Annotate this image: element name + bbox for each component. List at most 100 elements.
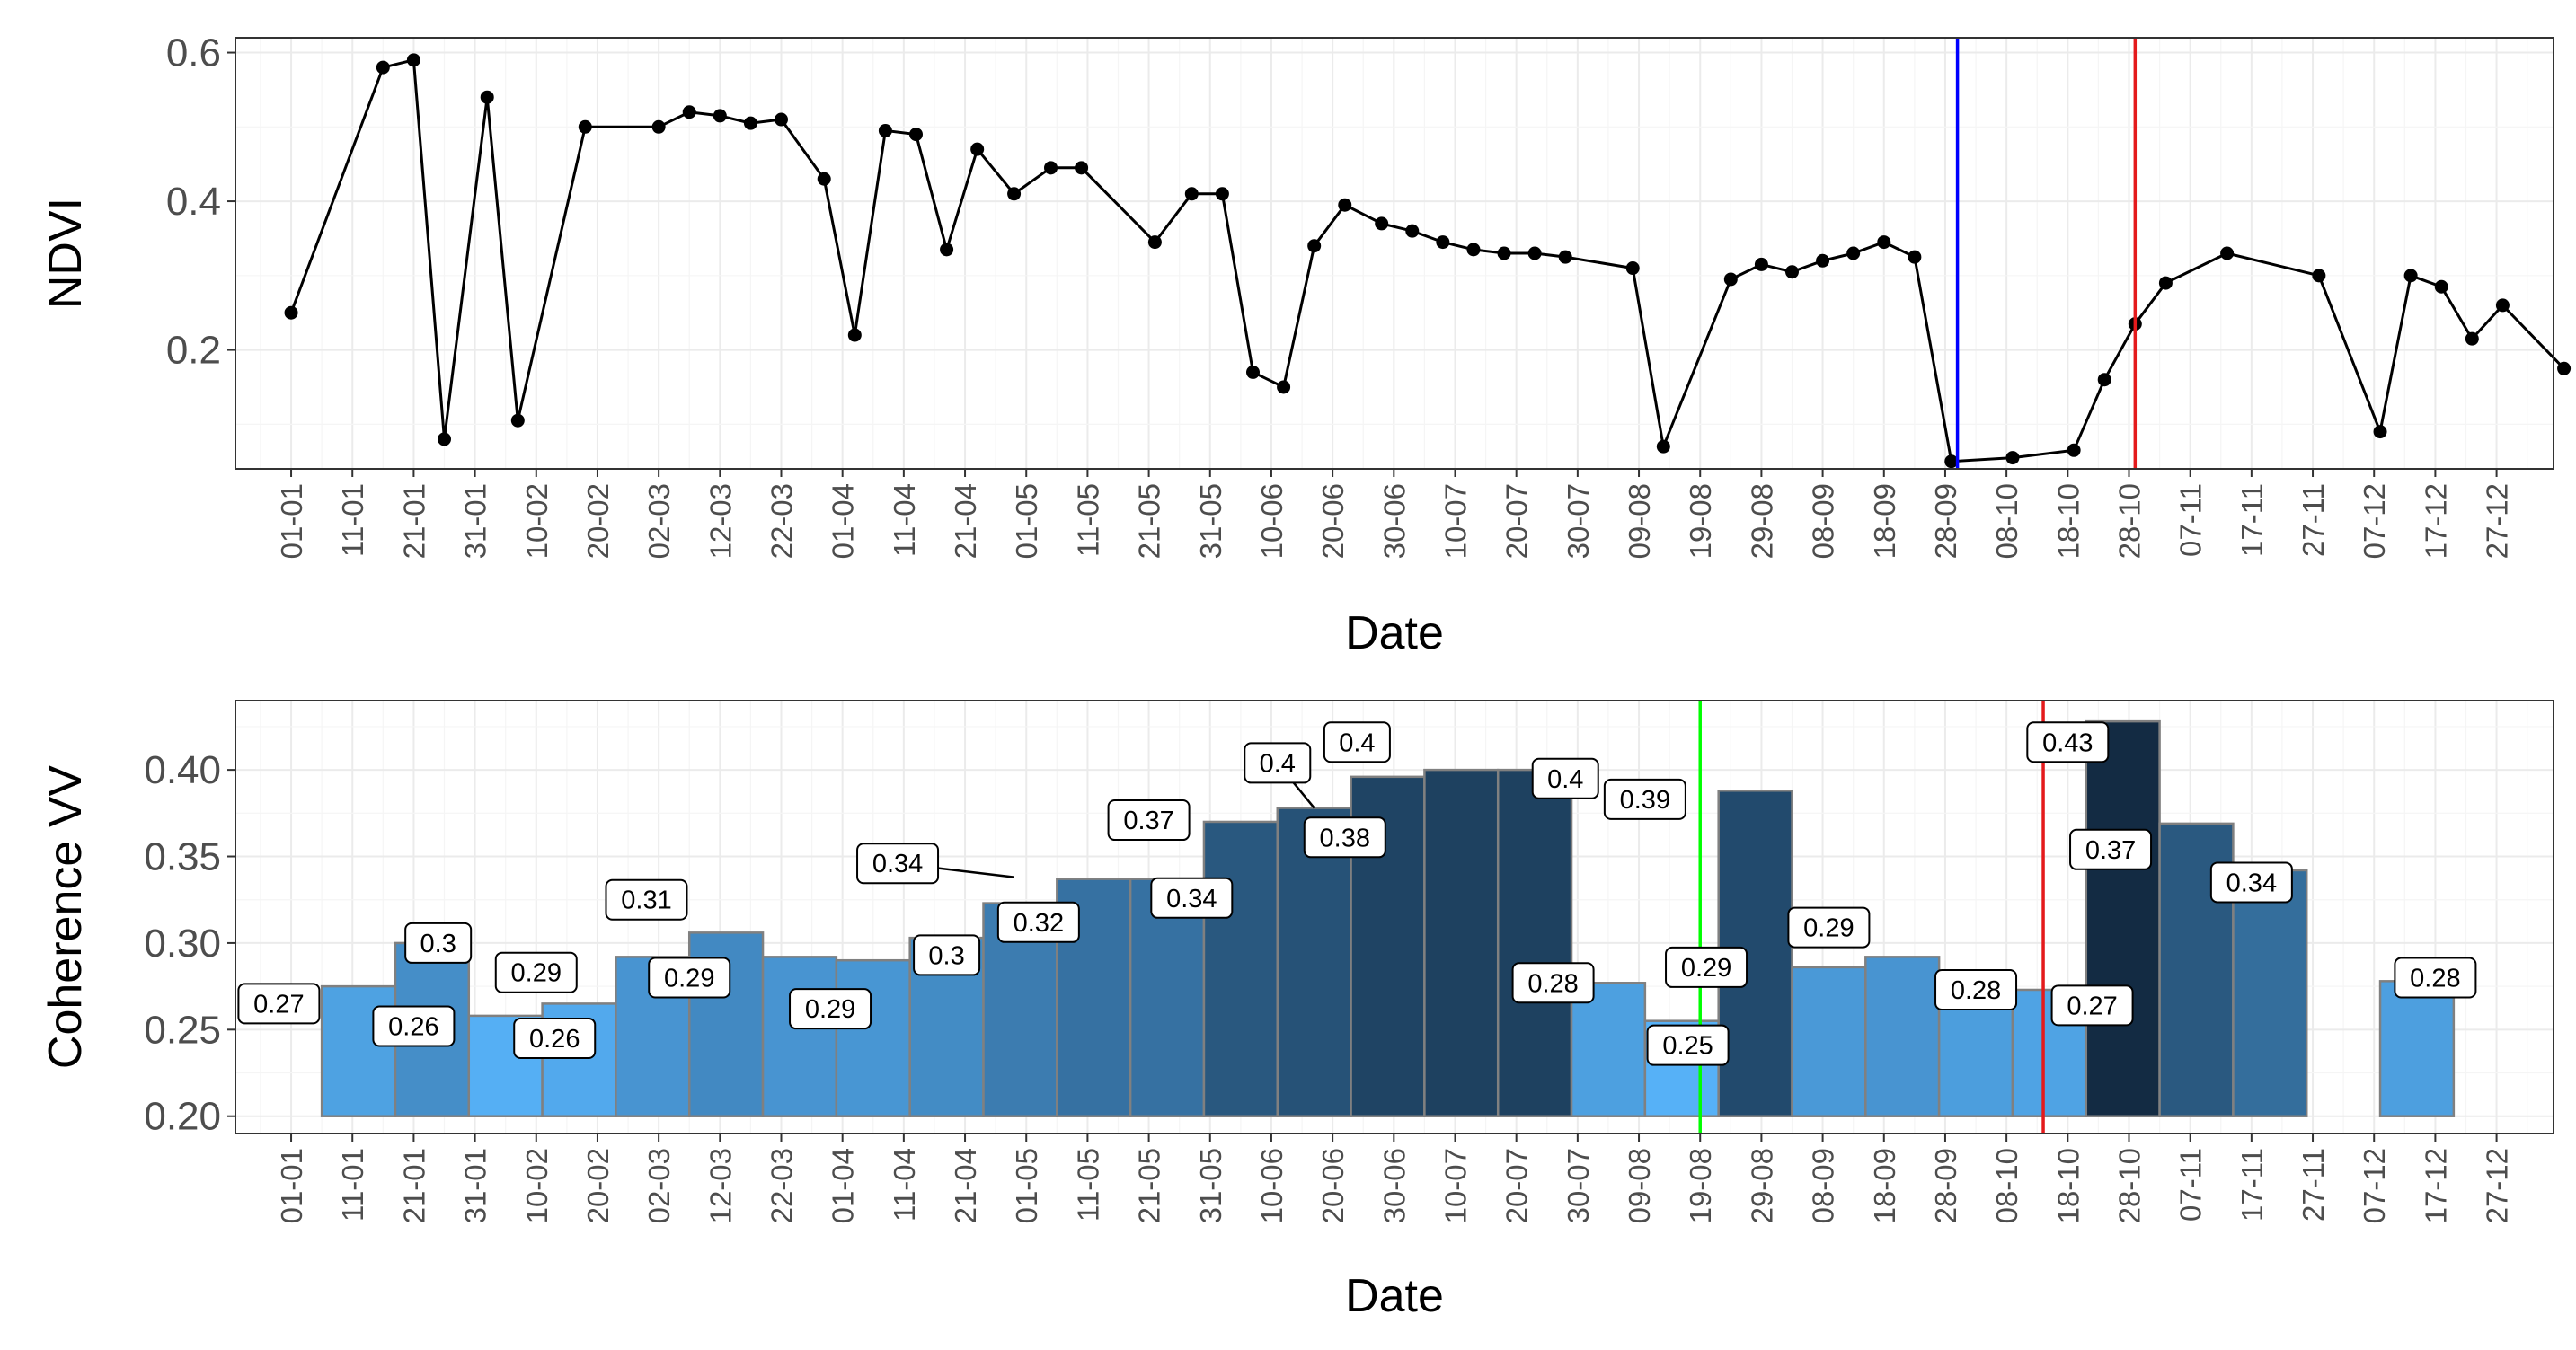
value-label: 0.29: [664, 964, 714, 993]
coherence-bar: [1202, 820, 1279, 1117]
x-tick-label: 07-11: [2174, 1148, 2208, 1222]
ndvi-point: [1558, 250, 1572, 264]
coherence-chart: 0.27 0.3 0.26 0.29 0.26 0.31 0.29 0.29 0.34 0.3 0.…: [40, 700, 2554, 1322]
value-label: 0.28: [1951, 976, 2001, 1005]
y-tick-label: 0.30: [144, 922, 221, 966]
value-label: 0.4: [1547, 765, 1583, 794]
ndvi-point: [1908, 250, 1922, 264]
ndvi-point: [651, 119, 666, 134]
x-tick-label: 31-01: [459, 483, 492, 559]
value-label-box: [2394, 957, 2477, 999]
value-label: 0.28: [2410, 964, 2460, 993]
x-tick-label: 18-10: [2051, 1148, 2085, 1223]
ndvi-point: [1497, 246, 1511, 260]
x-tick-label: 30-06: [1377, 1148, 1411, 1223]
x-tick-label: 21-01: [397, 1148, 430, 1223]
value-label-box: [372, 1005, 456, 1047]
ndvi-series-line: [289, 57, 2565, 463]
x-tick-label: 21-04: [949, 483, 982, 559]
coherence-bar: [1570, 982, 1647, 1117]
x-tick-label: 11-01: [336, 483, 369, 557]
x-tick-label: 21-04: [949, 1148, 982, 1223]
value-label-box: [2050, 984, 2134, 1027]
coherence-bar: [835, 958, 911, 1117]
value-label: 0.3: [928, 941, 964, 970]
value-label: 0.25: [1662, 1032, 1713, 1061]
x-tick-label: 10-02: [520, 483, 553, 559]
coherence-bar: [1496, 768, 1573, 1117]
ndvi-point: [578, 119, 592, 134]
ndvi-point: [1846, 246, 1861, 260]
value-label-box: [1787, 906, 1871, 949]
x-tick-label: 20-07: [1500, 1148, 1534, 1223]
x-tick-label: 20-07: [1500, 483, 1534, 559]
x-tick-label: 08-10: [1990, 483, 2023, 559]
x-tick-label: 28-09: [1929, 483, 1962, 559]
x-tick-label: 11-01: [336, 1148, 369, 1222]
y-tick-label: 0.2: [166, 329, 221, 373]
x-tick-label: 11-04: [888, 1148, 921, 1222]
ndvi-point: [376, 60, 390, 75]
x-tick-label: 29-08: [1745, 483, 1778, 559]
value-label-box: [1934, 968, 2018, 1010]
ndvi-point: [1246, 365, 1260, 379]
coherence-bar: [2378, 980, 2456, 1117]
x-tick-label: 07-11: [2174, 483, 2208, 557]
x-tick-label: 02-03: [642, 483, 676, 559]
ndvi-point: [1184, 187, 1199, 201]
x-tick-label: 10-07: [1439, 483, 1473, 559]
ndvi-point: [970, 142, 985, 156]
value-label: 0.29: [1681, 954, 1731, 983]
value-label: 0.26: [529, 1025, 580, 1054]
x-tick-label: 22-03: [766, 1148, 799, 1223]
y-tick-label: 0.6: [166, 31, 221, 75]
value-label-box: [856, 843, 940, 885]
x-tick-label: 11-04: [888, 483, 921, 557]
x-tick-label: 07-12: [2358, 1148, 2391, 1223]
y-axis-title: Coherence VV: [40, 765, 92, 1070]
ndvi-point: [682, 105, 696, 119]
y-tick-label: 0.25: [144, 1008, 221, 1052]
x-tick-label: 28-10: [2113, 1148, 2147, 1223]
ndvi-point: [438, 432, 451, 446]
ndvi-point: [1754, 257, 1768, 271]
coherence-bar: [1423, 768, 1500, 1117]
ndvi-point: [2097, 373, 2111, 387]
value-label-box: [2069, 828, 2153, 870]
x-tick-label: 18-09: [1868, 1148, 1901, 1223]
x-tick-label: 21-01: [397, 483, 430, 559]
x-tick-label: 10-06: [1255, 1148, 1288, 1223]
value-label: 0.26: [388, 1012, 438, 1041]
x-tick-label: 27-11: [2297, 483, 2330, 557]
value-label: 0.3: [420, 930, 456, 958]
x-tick-label: 20-06: [1316, 1148, 1350, 1223]
x-tick-label: 01-04: [827, 483, 860, 559]
x-tick-label: 09-08: [1623, 483, 1656, 559]
x-tick-label: 31-05: [1194, 483, 1227, 559]
ndvi-point: [1075, 161, 1089, 175]
y-axis-title: NDVI: [40, 198, 92, 309]
value-label: 0.37: [2085, 836, 2136, 865]
x-axis-title: Date: [1345, 1270, 1444, 1322]
value-label: 0.4: [1260, 749, 1296, 778]
ndvi-chart: 0.2 0.4 0.6 01-01 11-01 21-01 31-01 10-02 20-02 0…: [40, 31, 2572, 659]
ndvi-point: [1625, 261, 1640, 276]
x-tick-label: 29-08: [1745, 1148, 1778, 1223]
ndvi-point: [1007, 187, 1022, 201]
x-tick-label: 17-12: [2419, 483, 2452, 559]
value-label-box: [1665, 946, 1748, 988]
x-tick-label: 12-03: [704, 483, 737, 559]
value-label-box: [789, 988, 872, 1030]
ndvi-point: [1944, 454, 1959, 469]
ndvi-point: [1466, 243, 1481, 257]
ndvi-point: [2373, 425, 2387, 439]
x-tick-label: 27-12: [2481, 483, 2514, 559]
x-tick-label: 01-04: [827, 1148, 860, 1223]
ndvi-point: [1338, 198, 1352, 212]
coherence-bar: [1864, 956, 1941, 1117]
ndvi-point: [817, 172, 831, 186]
x-tick-label: 02-03: [642, 1148, 676, 1223]
value-label: 0.34: [872, 850, 923, 878]
x-tick-label: 01-05: [1010, 1148, 1043, 1223]
value-label-box: [2209, 861, 2293, 904]
